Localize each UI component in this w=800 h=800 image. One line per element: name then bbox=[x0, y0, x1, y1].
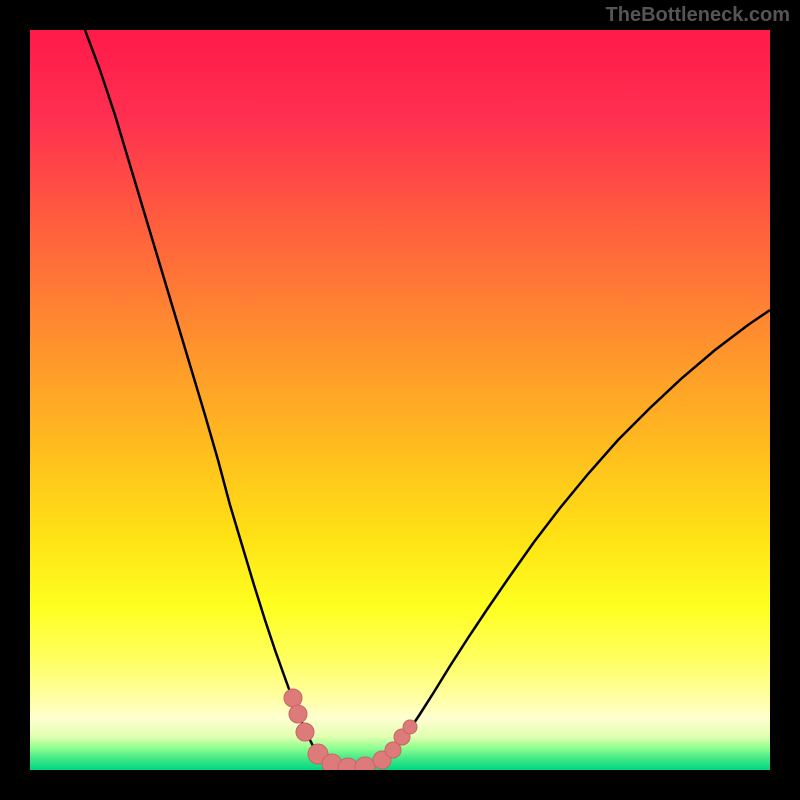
watermark-text: TheBottleneck.com bbox=[606, 4, 790, 27]
data-marker bbox=[355, 757, 375, 770]
data-marker bbox=[296, 723, 314, 741]
data-marker bbox=[284, 689, 302, 707]
data-marker bbox=[403, 720, 417, 734]
plot-area bbox=[30, 30, 770, 770]
data-marker bbox=[289, 705, 307, 723]
data-markers bbox=[30, 30, 770, 770]
chart-container: TheBottleneck.com bbox=[0, 0, 800, 800]
